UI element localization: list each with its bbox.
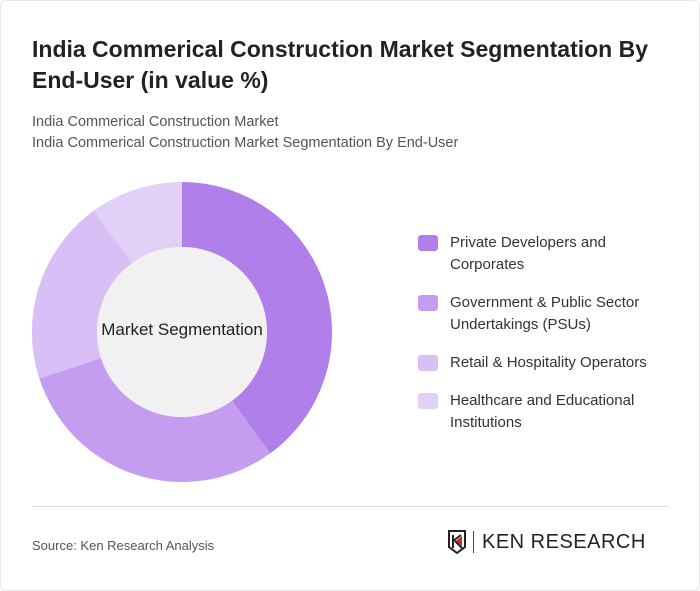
donut-slice xyxy=(31,210,133,379)
donut-slice xyxy=(93,182,182,264)
ken-logo-icon xyxy=(448,530,466,554)
legend-label: Private Developers and Corporates xyxy=(450,234,606,273)
ken-research-logo: KEN RESEARCH xyxy=(447,530,646,554)
legend-item: Retail & Hospitality Operators xyxy=(418,352,678,374)
subtitle-market: India Commerical Construction Market xyxy=(32,114,279,130)
legend-item: Government & Public Sector Undertakings … xyxy=(418,292,678,336)
donut-chart xyxy=(31,182,332,483)
legend-swatch xyxy=(418,235,438,251)
source-note: Source: Ken Research Analysis xyxy=(32,538,215,553)
legend-item: Private Developers and Corporates xyxy=(418,232,678,276)
donut-slice xyxy=(182,182,332,454)
legend-swatch xyxy=(418,393,438,409)
logo-text: KEN RESEARCH xyxy=(482,530,646,553)
legend-swatch xyxy=(418,355,438,371)
subtitle-segmentation: India Commerical Construction Market Seg… xyxy=(32,135,459,151)
legend-label: Government & Public Sector Undertakings … xyxy=(450,294,640,333)
legend-swatch xyxy=(418,295,438,311)
donut-slice xyxy=(39,358,271,483)
legend-item: Healthcare and Educational Institutions xyxy=(418,390,678,434)
legend-label: Healthcare and Educational Institutions xyxy=(450,392,635,431)
legend-label: Retail & Hospitality Operators xyxy=(450,354,647,371)
chart-title: India Commerical Construction Market Seg… xyxy=(32,36,649,93)
donut-hole xyxy=(97,247,267,417)
logo-separator xyxy=(473,531,474,553)
legend: Private Developers and Corporates Governm… xyxy=(418,232,678,450)
divider xyxy=(32,506,668,507)
donut-center-label: Market Segmentation xyxy=(101,320,263,339)
